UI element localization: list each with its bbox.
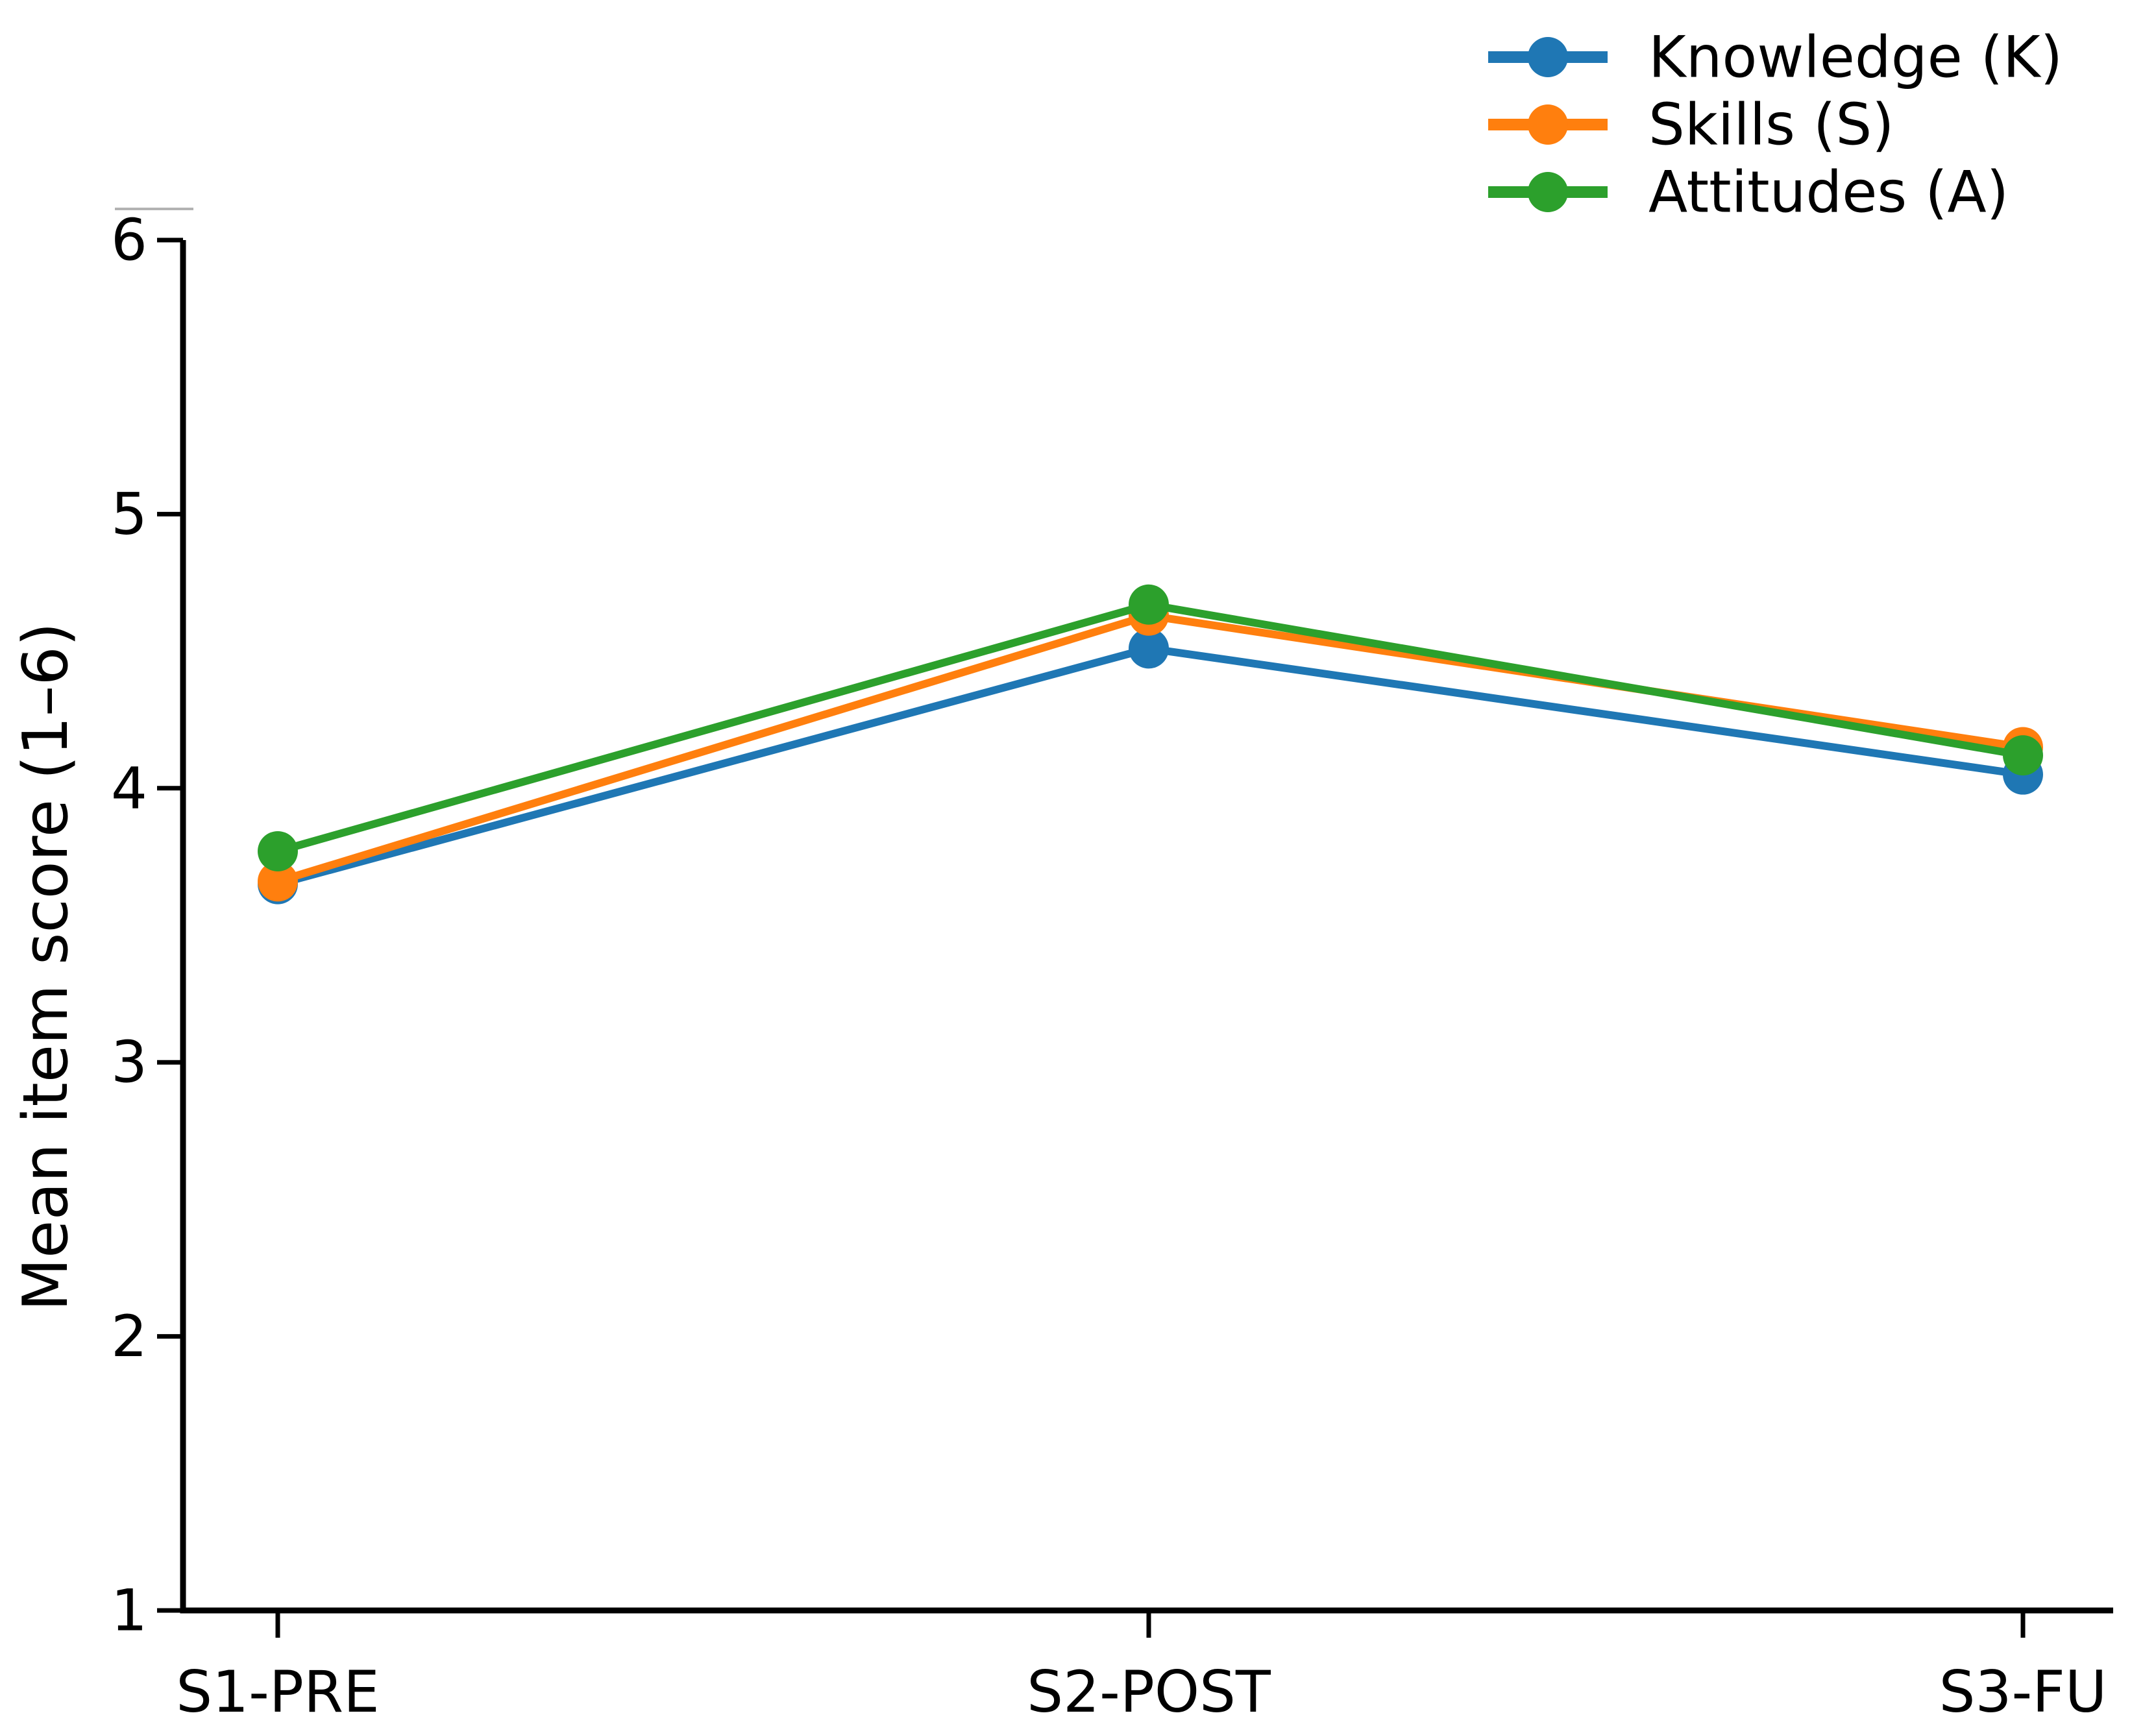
x-tick-label: S2-POST: [1027, 1658, 1271, 1724]
y-tick-label: 2: [111, 1303, 147, 1370]
legend-label: Attitudes (A): [1648, 159, 2009, 226]
series-line-knowledge: [276, 644, 2024, 888]
x-tick-label: S1-PRE: [176, 1658, 379, 1724]
legend-label: Skills (S): [1648, 91, 1894, 158]
legend-marker-sample: [1528, 104, 1568, 145]
data-point-s1-pre: [258, 861, 298, 902]
y-tick-label: 1: [111, 1577, 147, 1644]
y-tick-label: 3: [111, 1029, 147, 1096]
data-point-s2-post: [1129, 584, 1169, 625]
x-tick-label: S3-FU: [1939, 1658, 2107, 1724]
y-tick-label: 4: [111, 755, 147, 821]
y-tick-label: 5: [111, 481, 147, 548]
legend-marker-sample: [1528, 172, 1568, 212]
legend-marker-sample: [1528, 37, 1568, 77]
legend-label: Knowledge (K): [1648, 24, 2063, 91]
data-point-s3-fu: [2003, 735, 2043, 776]
y-axis-label: Mean item score (1–6): [10, 622, 82, 1311]
y-tick-label: 6: [111, 207, 147, 274]
data-point-s1-pre: [258, 831, 298, 871]
data-point-s2-post: [1129, 628, 1169, 669]
